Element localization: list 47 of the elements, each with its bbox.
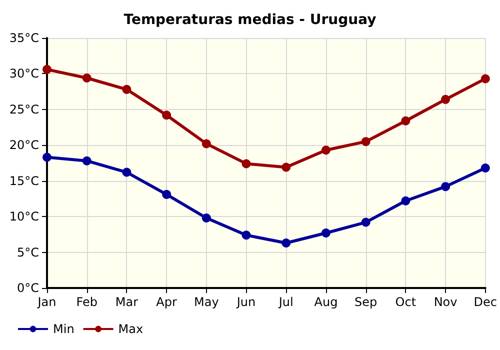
y-tick-label: 15°C — [9, 174, 39, 188]
point — [122, 84, 132, 94]
point — [162, 110, 172, 120]
x-tick-label: Oct — [395, 295, 416, 309]
x-tick-label: Jun — [236, 295, 256, 309]
point — [122, 168, 132, 177]
y-tick-label: 20°C — [9, 138, 39, 152]
y-tick-label: 0°C — [16, 281, 39, 295]
y-tick-label: 10°C — [9, 210, 39, 224]
x-tick-label: Jul — [278, 295, 294, 309]
point — [361, 137, 370, 146]
point — [282, 238, 291, 248]
chart-title: Temperaturas medias - Uruguay — [124, 12, 376, 28]
y-tick-label: 5°C — [16, 245, 39, 260]
point — [441, 182, 450, 192]
legend-label: Min — [53, 322, 74, 336]
x-tick-label: Sep — [354, 295, 378, 309]
x-tick-label: Apr — [156, 295, 178, 309]
point — [321, 228, 330, 238]
point — [321, 146, 330, 155]
point — [42, 152, 52, 162]
point — [282, 162, 291, 172]
point — [480, 164, 490, 172]
x-tick-label: Feb — [76, 295, 98, 309]
point — [242, 230, 251, 240]
point — [202, 139, 211, 148]
point — [42, 64, 52, 74]
x-tick-label: Jan — [36, 295, 56, 309]
x-tick-label: May — [194, 295, 219, 309]
point — [82, 74, 92, 82]
point — [441, 94, 450, 104]
point — [202, 214, 211, 222]
point — [82, 156, 92, 166]
x-tick-label: Aug — [314, 295, 338, 309]
x-tick-label: Mar — [115, 295, 138, 309]
x-tick-label: Dec — [474, 295, 498, 309]
y-tick-label: 30°C — [9, 66, 39, 81]
y-tick-label: 25°C — [9, 102, 39, 116]
y-tick-label: 35°C — [9, 31, 39, 45]
legend-label: Max — [118, 322, 144, 336]
point — [162, 190, 172, 199]
point — [401, 116, 410, 126]
point — [242, 159, 251, 168]
point — [361, 218, 370, 227]
x-tick-label: Nov — [434, 295, 458, 309]
point — [401, 196, 410, 206]
point — [480, 74, 490, 84]
